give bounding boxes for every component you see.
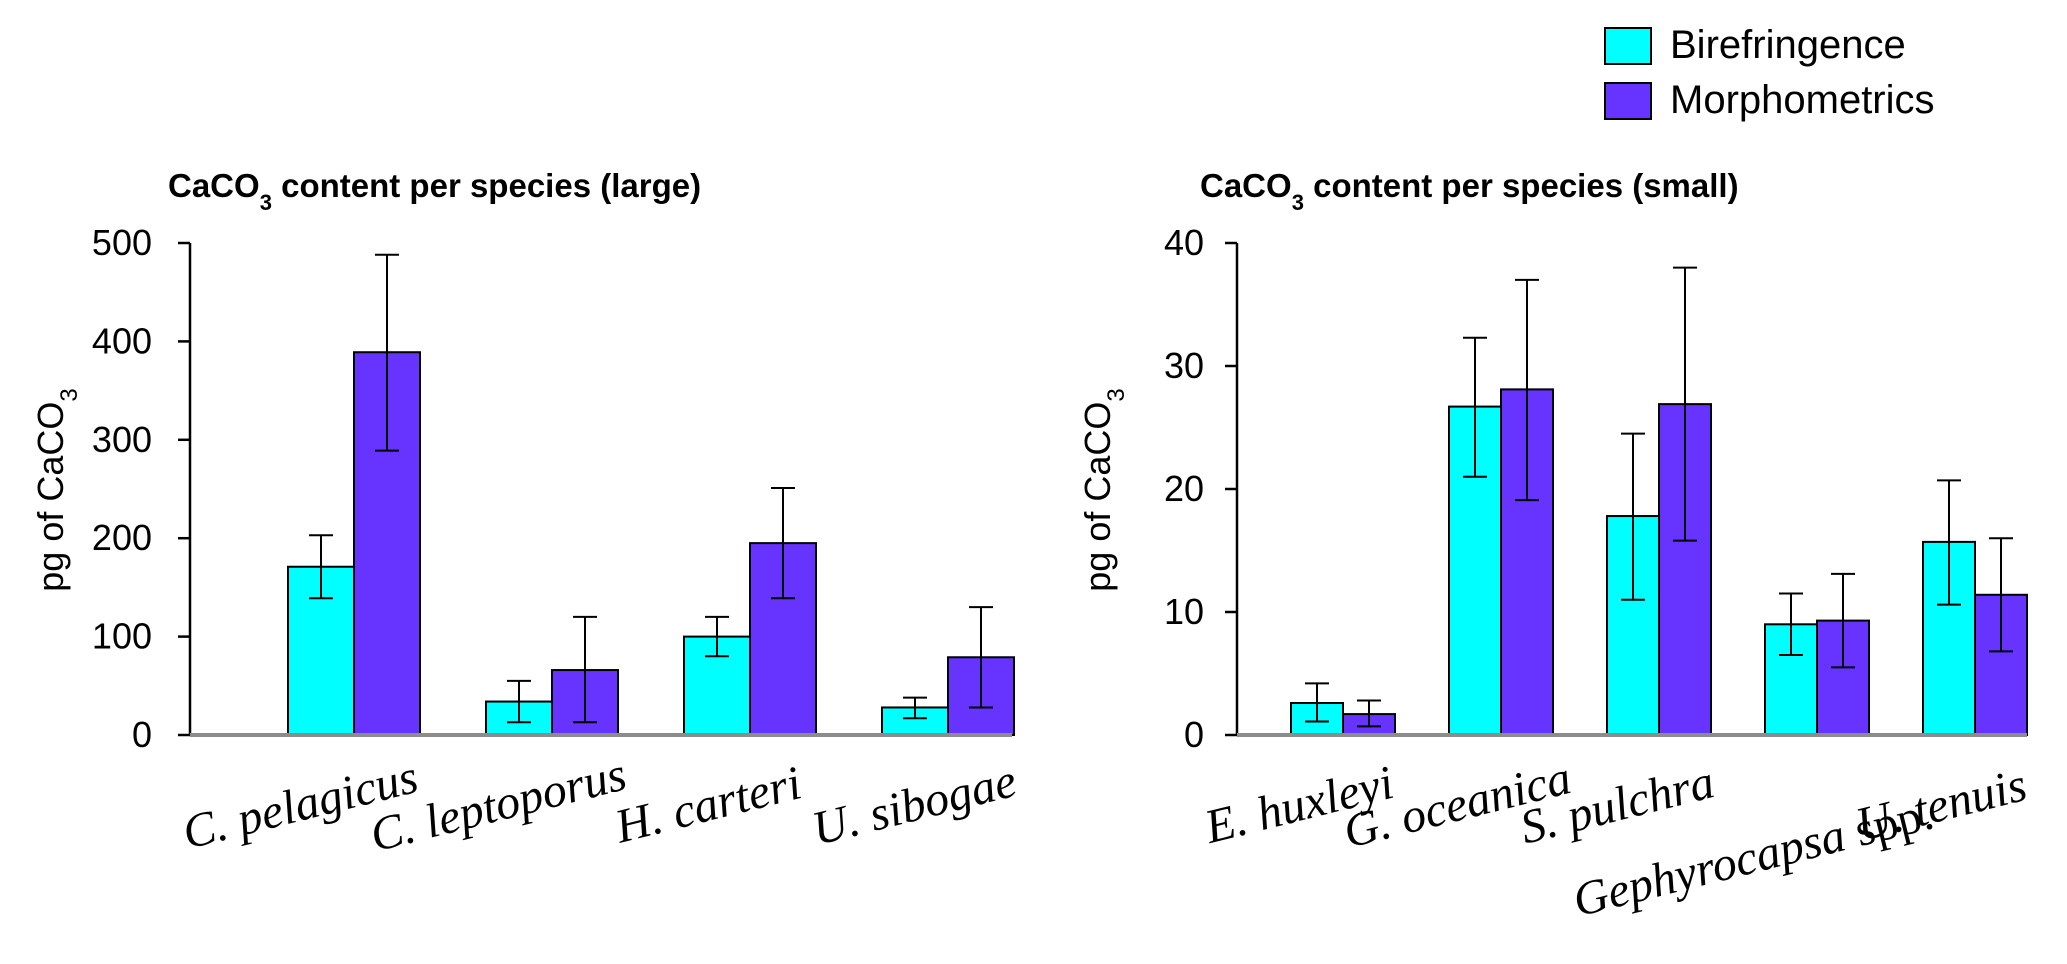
chart-title: CaCO3 content per species (small) [1200, 167, 1739, 215]
y-axis-label-main: pg of CaCO [30, 402, 71, 592]
category-label-name: H. carteri [609, 756, 806, 853]
y-axis-label: pg of CaCO3 [1077, 388, 1130, 591]
y-tick-label: 40 [1164, 222, 1204, 263]
category-label: U. tenuis [1851, 758, 2032, 851]
category-label: H. carteri [609, 756, 806, 853]
legend-swatch-birefringence [1604, 27, 1652, 65]
chart-title-sub: 3 [1292, 190, 1304, 215]
category-label: U. sibogae [807, 754, 1022, 856]
chart-title-sub: 3 [260, 190, 272, 215]
legend-label-birefringence: Birefringence [1670, 23, 1906, 67]
y-tick-label: 100 [92, 616, 152, 657]
y-tick-label: 0 [1184, 714, 1204, 755]
y-axis-label-main: pg of CaCO [1077, 402, 1118, 592]
chart-title-rest: content per species (small) [1304, 167, 1739, 204]
y-tick-label: 20 [1164, 468, 1204, 509]
y-tick-label: 500 [92, 222, 152, 263]
y-axis-label-sub: 3 [56, 388, 83, 401]
y-tick-label: 30 [1164, 345, 1204, 386]
y-tick-label: 300 [92, 419, 152, 460]
chart-large: CaCO3 content per species (large)pg of C… [30, 167, 1022, 862]
legend-swatch-morphometrics [1604, 82, 1652, 120]
category-label-name: U. tenuis [1851, 758, 2032, 851]
chart-title-main: CaCO [1200, 167, 1292, 204]
legend: Birefringence Morphometrics [1604, 23, 1935, 122]
category-label-name: U. sibogae [807, 754, 1022, 856]
chart-title-main: CaCO [168, 167, 260, 204]
chart-small: CaCO3 content per species (small)pg of C… [1077, 167, 2032, 927]
y-axis-label-sub: 3 [1103, 388, 1130, 401]
y-tick-label: 10 [1164, 591, 1204, 632]
chart-title: CaCO3 content per species (large) [168, 167, 701, 215]
chart-title-rest: content per species (large) [272, 167, 701, 204]
y-tick-label: 0 [132, 714, 152, 755]
y-axis-label: pg of CaCO3 [30, 388, 83, 591]
y-tick-label: 200 [92, 517, 152, 558]
legend-label-morphometrics: Morphometrics [1670, 78, 1935, 122]
y-tick-label: 400 [92, 320, 152, 361]
